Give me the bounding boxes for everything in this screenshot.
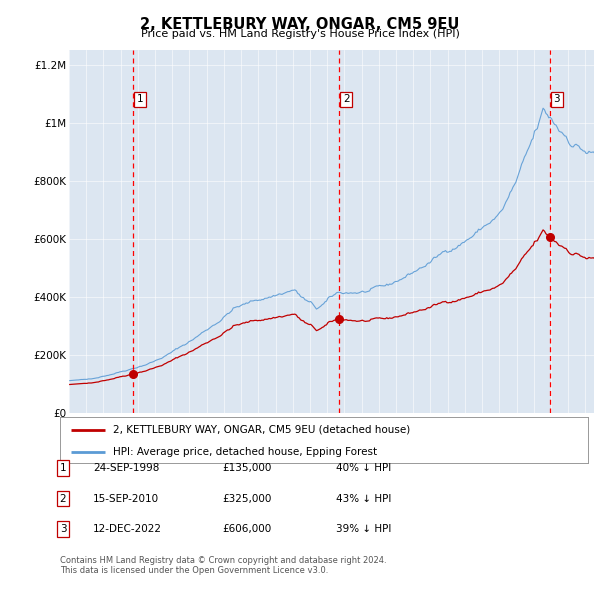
Text: 2: 2 bbox=[343, 94, 349, 104]
Text: 1: 1 bbox=[137, 94, 143, 104]
Text: 39% ↓ HPI: 39% ↓ HPI bbox=[336, 525, 391, 534]
Text: 3: 3 bbox=[59, 525, 67, 534]
Text: 3: 3 bbox=[554, 94, 560, 104]
Text: 15-SEP-2010: 15-SEP-2010 bbox=[93, 494, 159, 503]
Text: 40% ↓ HPI: 40% ↓ HPI bbox=[336, 463, 391, 473]
Text: 2: 2 bbox=[59, 494, 67, 503]
Text: 24-SEP-1998: 24-SEP-1998 bbox=[93, 463, 160, 473]
Text: Contains HM Land Registry data © Crown copyright and database right 2024.
This d: Contains HM Land Registry data © Crown c… bbox=[60, 556, 386, 575]
Text: HPI: Average price, detached house, Epping Forest: HPI: Average price, detached house, Eppi… bbox=[113, 447, 377, 457]
Text: £135,000: £135,000 bbox=[222, 463, 271, 473]
Text: 2, KETTLEBURY WAY, ONGAR, CM5 9EU: 2, KETTLEBURY WAY, ONGAR, CM5 9EU bbox=[140, 17, 460, 31]
Text: 2, KETTLEBURY WAY, ONGAR, CM5 9EU (detached house): 2, KETTLEBURY WAY, ONGAR, CM5 9EU (detac… bbox=[113, 425, 410, 435]
Text: £325,000: £325,000 bbox=[222, 494, 271, 503]
Text: 1: 1 bbox=[59, 463, 67, 473]
Text: Price paid vs. HM Land Registry's House Price Index (HPI): Price paid vs. HM Land Registry's House … bbox=[140, 29, 460, 39]
Text: £606,000: £606,000 bbox=[222, 525, 271, 534]
Text: 43% ↓ HPI: 43% ↓ HPI bbox=[336, 494, 391, 503]
Text: 12-DEC-2022: 12-DEC-2022 bbox=[93, 525, 162, 534]
